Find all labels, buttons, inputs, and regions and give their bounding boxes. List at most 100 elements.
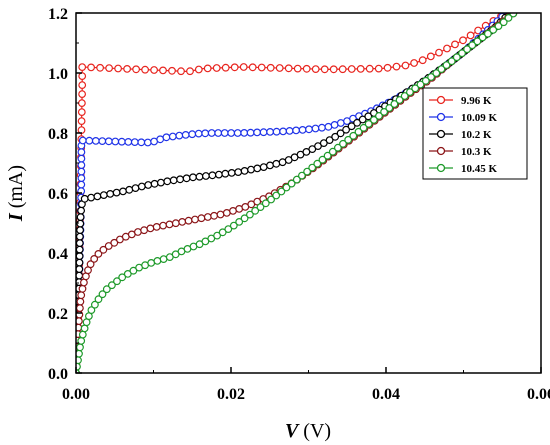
series-4 (76, 13, 518, 373)
data-point (76, 297, 85, 306)
data-point (303, 167, 312, 176)
data-point (79, 278, 88, 287)
data-point (435, 48, 443, 57)
data-point (336, 129, 345, 138)
data-point (99, 191, 108, 200)
data-point (251, 206, 260, 215)
data-point (94, 295, 103, 304)
data-point (292, 175, 301, 184)
data-point (110, 238, 119, 247)
data-point (76, 245, 84, 254)
data-point (216, 210, 225, 219)
data-point (191, 215, 199, 224)
data-point (390, 100, 399, 108)
data-point (324, 122, 333, 131)
data-point (80, 324, 89, 333)
data-point (451, 40, 459, 49)
data-point (227, 129, 236, 137)
data-point (77, 99, 86, 107)
data-point (383, 63, 392, 72)
data-point (212, 64, 221, 72)
data-point (401, 61, 410, 70)
y-tick-label: 0.0 (48, 366, 68, 383)
data-point (395, 96, 404, 104)
data-point (442, 61, 451, 69)
data-point (159, 66, 167, 75)
data-point (96, 63, 104, 72)
x-tick-label: 0.06 (527, 386, 550, 403)
data-point (91, 136, 100, 145)
data-point (484, 29, 492, 38)
data-point (77, 167, 86, 176)
data-point (370, 115, 378, 124)
data-point (102, 285, 111, 294)
data-point (318, 123, 326, 132)
data-point (358, 115, 367, 124)
data-point (90, 300, 99, 309)
data-point (432, 69, 441, 77)
data-point (146, 224, 155, 233)
data-point (125, 185, 134, 194)
data-point (123, 64, 131, 73)
data-point (330, 120, 339, 129)
y-axis-unit: (mA) (5, 165, 27, 213)
data-point (175, 131, 184, 140)
data-point (111, 137, 120, 146)
data-point (364, 119, 373, 128)
data-point (123, 270, 132, 278)
data-point (459, 36, 467, 45)
data-point (426, 52, 435, 61)
data-point (78, 72, 87, 80)
data-point (344, 135, 353, 144)
y-axis-symbol: I (5, 212, 27, 222)
data-point (338, 65, 347, 74)
data-point (478, 33, 487, 42)
data-point (474, 26, 483, 35)
data-point (385, 104, 394, 112)
data-point (78, 63, 87, 71)
data-point (285, 126, 294, 135)
legend-marker (436, 129, 446, 139)
data-point (447, 57, 456, 66)
data-point (77, 174, 86, 183)
data-point (99, 245, 108, 254)
data-point (76, 219, 85, 228)
data-point (76, 304, 84, 312)
data-point (256, 203, 265, 212)
data-point (282, 183, 291, 192)
data-point (234, 168, 243, 177)
data-point (77, 108, 86, 116)
data-point (114, 64, 122, 73)
data-point (117, 137, 126, 146)
data-point (292, 126, 301, 135)
data-point (468, 41, 477, 50)
data-point (466, 31, 475, 40)
legend-marker (436, 146, 446, 156)
data-point (218, 228, 227, 237)
data-point (246, 128, 255, 137)
data-point (137, 182, 146, 191)
data-point (87, 63, 95, 72)
data-point (272, 127, 281, 136)
series-group (76, 13, 518, 373)
y-tick-label: 0.8 (48, 126, 68, 143)
data-point (76, 226, 84, 235)
data-point (253, 164, 262, 173)
data-point (76, 271, 84, 280)
data-point (347, 122, 356, 131)
data-point (336, 119, 345, 127)
data-point (284, 64, 293, 73)
data-point (463, 45, 472, 54)
legend-label: 10.45 K (461, 163, 498, 175)
data-point (257, 63, 266, 72)
data-point (143, 138, 152, 147)
data-point (77, 180, 86, 189)
data-point (78, 330, 87, 339)
data-point (201, 172, 210, 180)
data-point (76, 239, 84, 247)
legend: 9.96 K 10.09 K 10.2 K 10.3 K 10.45 K (422, 87, 528, 180)
data-point (137, 138, 146, 147)
data-point (77, 117, 86, 125)
data-point (77, 154, 86, 163)
data-point (227, 168, 236, 177)
